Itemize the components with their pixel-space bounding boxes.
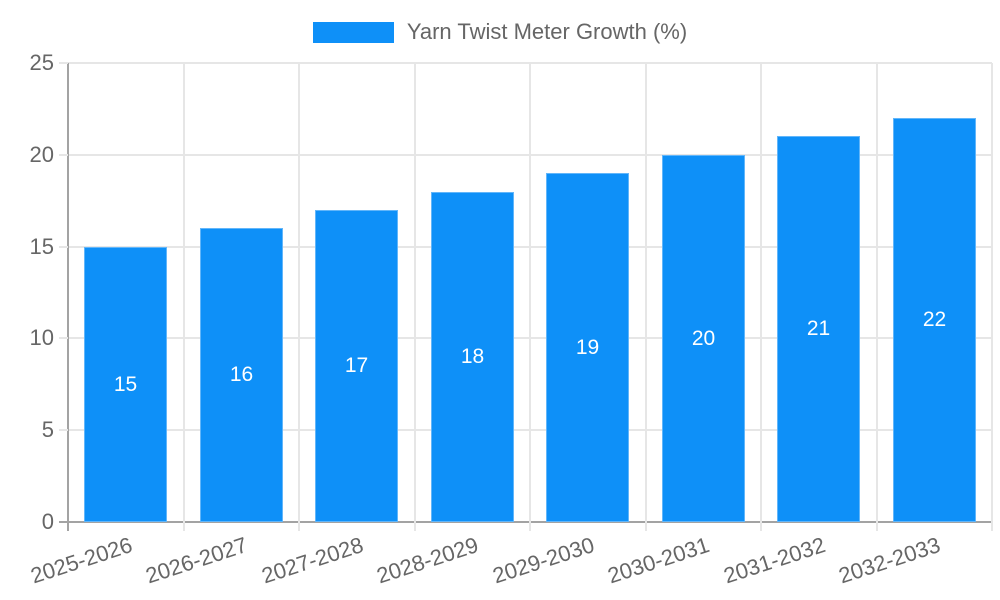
x-tick-mark	[991, 522, 993, 531]
y-tick-mark	[59, 521, 68, 523]
x-tick-mark	[182, 522, 185, 531]
x-tick-label: 2028-2029	[373, 532, 482, 589]
bar-value-label: 19	[575, 335, 600, 359]
y-tick-label: 15	[29, 233, 54, 259]
bar: 18	[431, 192, 514, 522]
y-tick-label: 0	[41, 509, 54, 534]
bar: 15	[84, 247, 167, 522]
y-tick-mark	[59, 245, 68, 248]
bar-value-label: 21	[806, 317, 831, 340]
y-tick-label: 25	[29, 50, 54, 75]
gridline-v	[529, 63, 531, 522]
x-tick-mark	[760, 522, 762, 531]
y-axis-line	[67, 63, 69, 522]
x-tick-mark	[67, 522, 69, 531]
bar-value-label: 18	[460, 345, 485, 368]
gridline-v	[760, 63, 762, 522]
x-tick-label: 2027-2028	[258, 532, 366, 589]
legend: Yarn Twist Meter Growth (%)	[0, 20, 1000, 44]
gridline-v	[182, 63, 185, 522]
y-tick-mark	[59, 429, 68, 432]
bar-value-label: 15	[113, 372, 138, 396]
y-tick-mark	[59, 62, 68, 64]
bar-value-label: 16	[229, 363, 254, 386]
x-tick-label: 2032-2033	[835, 532, 944, 589]
bar: 21	[777, 136, 860, 522]
plot-area: 15 16 17 18 19 20 21 22	[67, 62, 993, 523]
bar: 17	[315, 210, 398, 522]
bar-value-label: 17	[344, 354, 369, 377]
y-tick-label: 20	[29, 141, 54, 167]
legend-item[interactable]: Yarn Twist Meter Growth (%)	[312, 19, 688, 44]
bar-value-label: 22	[922, 308, 947, 331]
x-tick-label: 2026-2027	[142, 532, 251, 589]
x-tick-mark	[413, 522, 416, 531]
y-tick-label: 5	[41, 417, 54, 443]
bar: 22	[893, 118, 976, 522]
gridline-v	[991, 63, 993, 522]
gridline-v	[875, 63, 878, 522]
x-tick-mark	[875, 522, 878, 531]
y-tick-label: 10	[29, 325, 54, 351]
y-tick-mark	[59, 153, 68, 156]
gridline-v	[413, 63, 416, 522]
bar: 19	[546, 173, 629, 522]
x-tick-mark	[644, 522, 647, 531]
x-tick-label: 2029-2030	[489, 532, 597, 589]
x-tick-label: 2025-2026	[27, 532, 135, 589]
legend-label: Yarn Twist Meter Growth (%)	[406, 19, 688, 44]
gridline-v	[298, 63, 300, 522]
y-tick-mark	[59, 337, 68, 340]
bar: 20	[662, 155, 745, 522]
x-tick-label: 2031-2032	[720, 532, 828, 589]
x-tick-mark	[298, 522, 300, 531]
bar-value-label: 20	[691, 326, 716, 350]
x-tick-label: 2030-2031	[604, 532, 713, 589]
x-tick-mark	[529, 522, 531, 531]
bar: 16	[200, 228, 283, 522]
gridline-v	[644, 63, 647, 522]
legend-swatch	[312, 21, 394, 43]
